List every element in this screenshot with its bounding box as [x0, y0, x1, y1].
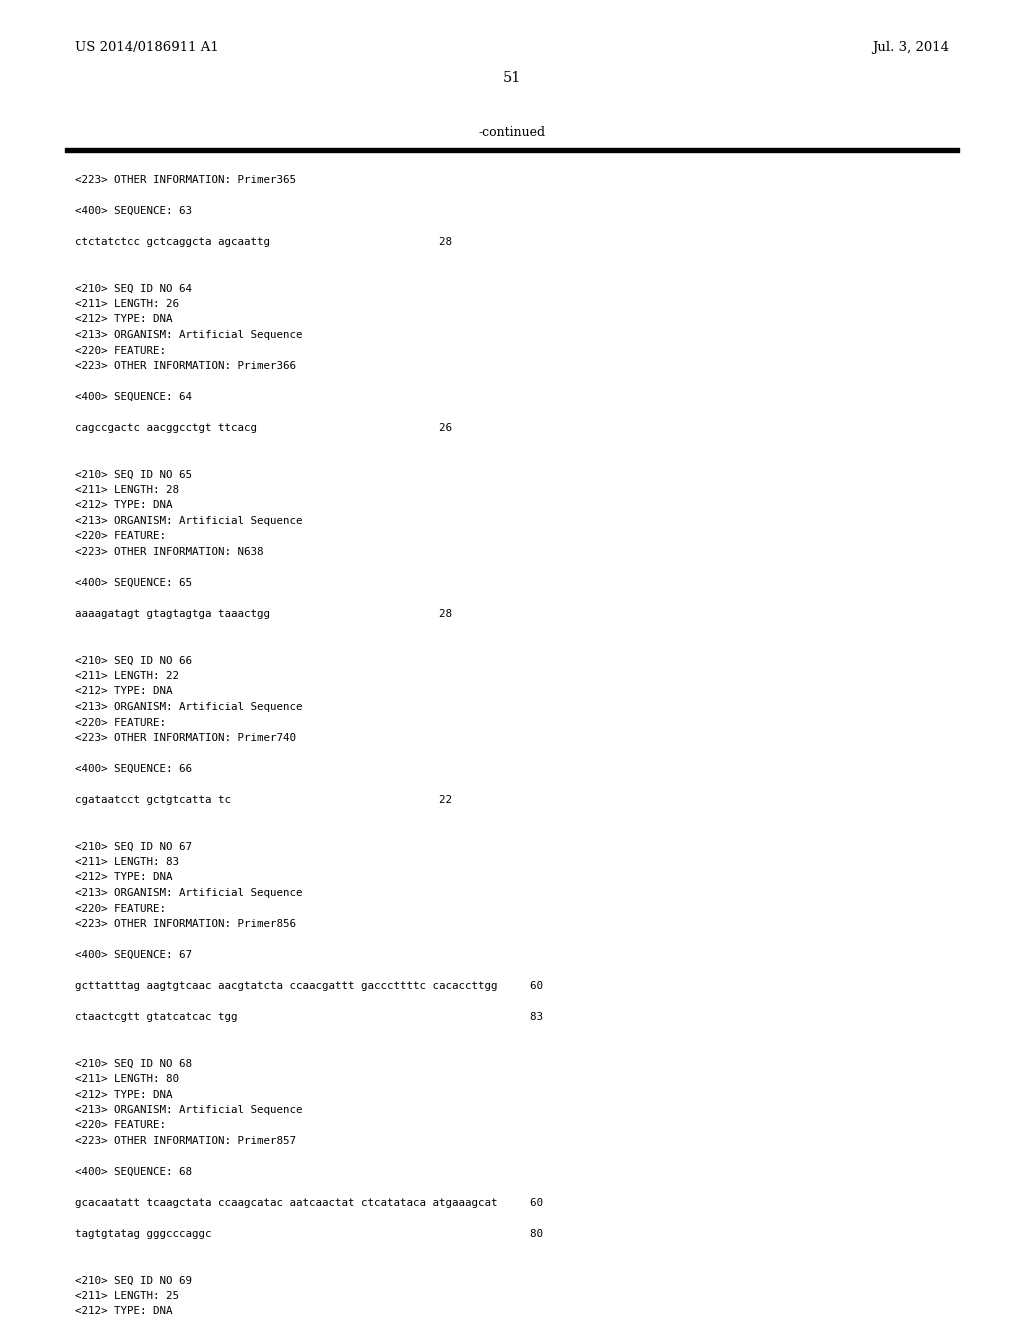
- Text: <210> SEQ ID NO 69: <210> SEQ ID NO 69: [75, 1275, 193, 1286]
- Text: <223> OTHER INFORMATION: Primer740: <223> OTHER INFORMATION: Primer740: [75, 733, 296, 743]
- Text: gcttatttag aagtgtcaac aacgtatcta ccaacgattt gacccttttc cacaccttgg     60: gcttatttag aagtgtcaac aacgtatcta ccaacga…: [75, 981, 543, 991]
- Text: <400> SEQUENCE: 68: <400> SEQUENCE: 68: [75, 1167, 193, 1177]
- Text: <210> SEQ ID NO 67: <210> SEQ ID NO 67: [75, 842, 193, 851]
- Text: <210> SEQ ID NO 66: <210> SEQ ID NO 66: [75, 656, 193, 665]
- Text: <212> TYPE: DNA: <212> TYPE: DNA: [75, 500, 172, 511]
- Text: <212> TYPE: DNA: <212> TYPE: DNA: [75, 686, 172, 697]
- Text: <220> FEATURE:: <220> FEATURE:: [75, 718, 166, 727]
- Text: <211> LENGTH: 22: <211> LENGTH: 22: [75, 671, 179, 681]
- Text: <220> FEATURE:: <220> FEATURE:: [75, 1121, 166, 1130]
- Text: cgataatcct gctgtcatta tc                                22: cgataatcct gctgtcatta tc 22: [75, 795, 452, 805]
- Text: <213> ORGANISM: Artificial Sequence: <213> ORGANISM: Artificial Sequence: [75, 702, 302, 711]
- Text: <211> LENGTH: 28: <211> LENGTH: 28: [75, 484, 179, 495]
- Text: <223> OTHER INFORMATION: Primer366: <223> OTHER INFORMATION: Primer366: [75, 360, 296, 371]
- Text: <223> OTHER INFORMATION: N638: <223> OTHER INFORMATION: N638: [75, 546, 263, 557]
- Text: <400> SEQUENCE: 66: <400> SEQUENCE: 66: [75, 764, 193, 774]
- Text: ctctatctcc gctcaggcta agcaattg                          28: ctctatctcc gctcaggcta agcaattg 28: [75, 238, 452, 247]
- Text: gcacaatatt tcaagctata ccaagcatac aatcaactat ctcatataca atgaaagcat     60: gcacaatatt tcaagctata ccaagcatac aatcaac…: [75, 1199, 543, 1208]
- Text: aaaagatagt gtagtagtga taaactgg                          28: aaaagatagt gtagtagtga taaactgg 28: [75, 609, 452, 619]
- Text: ctaactcgtt gtatcatcac tgg                                             83: ctaactcgtt gtatcatcac tgg 83: [75, 1012, 543, 1022]
- Text: <212> TYPE: DNA: <212> TYPE: DNA: [75, 1307, 172, 1316]
- Text: -continued: -continued: [478, 127, 546, 140]
- Text: <213> ORGANISM: Artificial Sequence: <213> ORGANISM: Artificial Sequence: [75, 1105, 302, 1115]
- Text: <210> SEQ ID NO 64: <210> SEQ ID NO 64: [75, 284, 193, 293]
- Text: <223> OTHER INFORMATION: Primer857: <223> OTHER INFORMATION: Primer857: [75, 1137, 296, 1146]
- Text: <211> LENGTH: 26: <211> LENGTH: 26: [75, 300, 179, 309]
- Text: US 2014/0186911 A1: US 2014/0186911 A1: [75, 41, 219, 54]
- Text: tagtgtatag gggcccaggc                                                 80: tagtgtatag gggcccaggc 80: [75, 1229, 543, 1239]
- Text: <211> LENGTH: 25: <211> LENGTH: 25: [75, 1291, 179, 1302]
- Text: <400> SEQUENCE: 65: <400> SEQUENCE: 65: [75, 578, 193, 587]
- Text: <210> SEQ ID NO 65: <210> SEQ ID NO 65: [75, 470, 193, 479]
- Text: <400> SEQUENCE: 67: <400> SEQUENCE: 67: [75, 950, 193, 960]
- Text: <211> LENGTH: 80: <211> LENGTH: 80: [75, 1074, 179, 1084]
- Text: <400> SEQUENCE: 63: <400> SEQUENCE: 63: [75, 206, 193, 216]
- Text: <220> FEATURE:: <220> FEATURE:: [75, 532, 166, 541]
- Text: <211> LENGTH: 83: <211> LENGTH: 83: [75, 857, 179, 867]
- Text: <212> TYPE: DNA: <212> TYPE: DNA: [75, 1089, 172, 1100]
- Text: <220> FEATURE:: <220> FEATURE:: [75, 346, 166, 355]
- Text: <400> SEQUENCE: 64: <400> SEQUENCE: 64: [75, 392, 193, 403]
- Text: cagccgactc aacggcctgt ttcacg                            26: cagccgactc aacggcctgt ttcacg 26: [75, 422, 452, 433]
- Text: <223> OTHER INFORMATION: Primer365: <223> OTHER INFORMATION: Primer365: [75, 176, 296, 185]
- Text: <223> OTHER INFORMATION: Primer856: <223> OTHER INFORMATION: Primer856: [75, 919, 296, 929]
- Text: <210> SEQ ID NO 68: <210> SEQ ID NO 68: [75, 1059, 193, 1068]
- Text: Jul. 3, 2014: Jul. 3, 2014: [872, 41, 949, 54]
- Text: <213> ORGANISM: Artificial Sequence: <213> ORGANISM: Artificial Sequence: [75, 330, 302, 341]
- Text: 51: 51: [503, 71, 521, 84]
- Text: <213> ORGANISM: Artificial Sequence: <213> ORGANISM: Artificial Sequence: [75, 516, 302, 525]
- Text: <212> TYPE: DNA: <212> TYPE: DNA: [75, 314, 172, 325]
- Text: <212> TYPE: DNA: <212> TYPE: DNA: [75, 873, 172, 883]
- Text: <213> ORGANISM: Artificial Sequence: <213> ORGANISM: Artificial Sequence: [75, 888, 302, 898]
- Text: <220> FEATURE:: <220> FEATURE:: [75, 903, 166, 913]
